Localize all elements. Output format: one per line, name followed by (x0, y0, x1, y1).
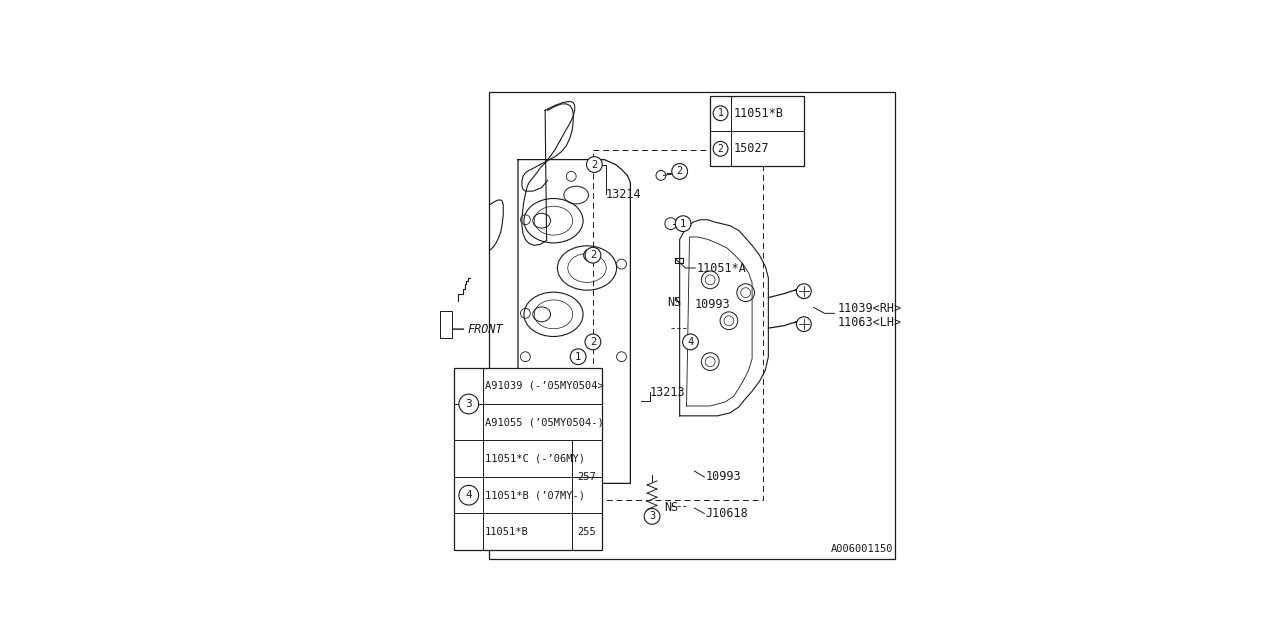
Text: 15027: 15027 (733, 142, 769, 156)
Text: 13214: 13214 (605, 188, 641, 200)
Circle shape (796, 284, 812, 298)
Text: 3: 3 (649, 511, 655, 522)
Circle shape (676, 216, 691, 232)
Text: A91055 (’05MY0504-): A91055 (’05MY0504-) (485, 417, 604, 428)
Text: 2: 2 (590, 250, 596, 260)
Text: 257: 257 (577, 472, 596, 482)
Circle shape (672, 164, 687, 179)
Bar (710, 95, 804, 166)
Text: 1: 1 (718, 108, 723, 118)
Circle shape (713, 141, 728, 156)
Text: 2: 2 (591, 159, 598, 170)
Bar (454, 367, 602, 550)
Text: NS: NS (668, 296, 682, 309)
Text: 1: 1 (575, 352, 581, 362)
Text: 2: 2 (590, 337, 596, 347)
Text: 11051*B (’07MY-): 11051*B (’07MY-) (485, 490, 585, 500)
Text: 4: 4 (687, 337, 694, 347)
Text: J10618: J10618 (705, 507, 748, 520)
Text: 4: 4 (466, 490, 472, 500)
Circle shape (644, 509, 660, 524)
Text: A006001150: A006001150 (831, 544, 893, 554)
Text: NS: NS (664, 501, 678, 514)
Text: 2: 2 (718, 144, 723, 154)
Text: 11063<LH>: 11063<LH> (837, 316, 901, 329)
Circle shape (586, 157, 603, 172)
Text: 3: 3 (466, 399, 472, 409)
Bar (440, 311, 452, 338)
Text: 11051*A: 11051*A (696, 262, 746, 275)
Bar (489, 92, 895, 559)
Text: 11039<RH>: 11039<RH> (837, 302, 901, 315)
Text: A91039 (-’05MY0504>: A91039 (-’05MY0504> (485, 381, 604, 391)
Circle shape (460, 485, 479, 505)
Text: 1: 1 (680, 219, 686, 228)
Circle shape (460, 394, 479, 414)
Text: 11051*B: 11051*B (485, 527, 529, 537)
Text: 2: 2 (677, 166, 682, 177)
Circle shape (682, 334, 699, 350)
Text: 10993: 10993 (695, 298, 730, 311)
Text: FRONT: FRONT (467, 323, 503, 335)
Text: 11051*C (-’06MY): 11051*C (-’06MY) (485, 454, 585, 464)
Text: 13213: 13213 (650, 386, 686, 399)
Text: 10993: 10993 (705, 470, 741, 483)
Circle shape (571, 349, 586, 365)
Text: 11051*B: 11051*B (733, 107, 783, 120)
Text: 255: 255 (577, 527, 596, 537)
Circle shape (713, 106, 728, 121)
Circle shape (585, 334, 600, 350)
Circle shape (585, 247, 600, 263)
Bar (593, 150, 763, 500)
Circle shape (796, 317, 812, 332)
